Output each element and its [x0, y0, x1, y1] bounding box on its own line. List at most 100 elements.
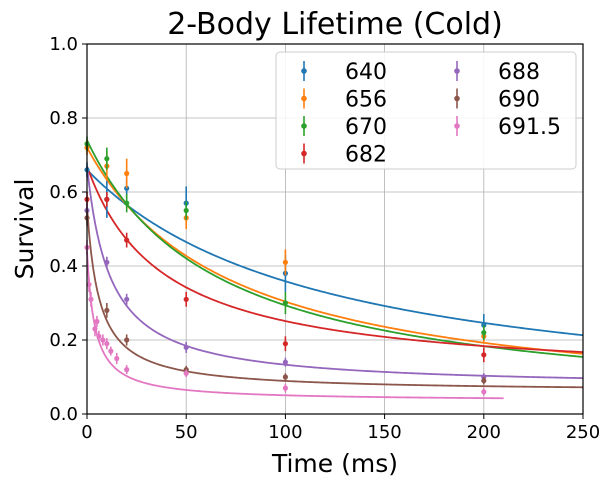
data-point-691.5	[94, 315, 100, 328]
marker	[282, 300, 288, 306]
marker	[282, 259, 288, 265]
legend-entry-691.5: 691.5	[454, 115, 561, 140]
legend-label: 691.5	[498, 115, 561, 140]
fit-curve-682	[86, 165, 584, 353]
legend-entry-682: 682	[301, 143, 387, 168]
y-tick-label: 0.6	[49, 182, 78, 203]
marker	[282, 374, 288, 380]
y-tick-label: 0.0	[49, 404, 78, 425]
fit-curve-691.5	[86, 251, 504, 400]
x-tick-label: 50	[175, 422, 198, 443]
data-point-690	[104, 303, 110, 318]
marker	[183, 296, 189, 302]
legend-entry-690: 690	[454, 88, 540, 113]
marker	[481, 330, 487, 336]
data-point-682	[124, 232, 130, 248]
data-point-691.5	[86, 277, 92, 292]
data-point-688	[282, 357, 288, 367]
marker	[104, 196, 110, 202]
fit-curve-670	[86, 139, 584, 358]
fit-curve-688	[86, 165, 584, 380]
data-point-691.5	[282, 383, 288, 393]
legend-label: 656	[345, 88, 387, 113]
marker	[124, 200, 130, 206]
marker	[282, 359, 288, 365]
data-point-691.5	[114, 352, 120, 365]
marker	[481, 378, 487, 384]
legend-entry-656: 656	[301, 88, 387, 113]
data-point-691.5	[96, 330, 102, 342]
fit-curves	[86, 139, 584, 400]
marker	[183, 207, 189, 214]
legend-box	[275, 51, 577, 170]
data-point-670	[124, 193, 130, 213]
marker	[124, 367, 130, 373]
legend-label: 640	[345, 60, 387, 85]
data-point-688	[183, 341, 189, 353]
marker	[108, 348, 114, 354]
data-point-690	[282, 373, 288, 381]
marker	[88, 296, 94, 302]
marker	[86, 281, 92, 288]
x-tick-label: 0	[81, 422, 92, 443]
data-point-691.5	[108, 346, 114, 356]
marker	[104, 259, 110, 265]
data-point-670	[183, 201, 189, 220]
x-axis-title: Time (ms)	[271, 449, 398, 478]
marker	[124, 237, 130, 243]
data-point-656	[282, 249, 288, 276]
data-point-682	[183, 291, 189, 307]
data-point-688	[104, 256, 110, 268]
marker	[282, 385, 288, 391]
chart-title: 2-Body Lifetime (Cold)	[167, 7, 503, 42]
legend-label: 688	[498, 60, 540, 85]
marker	[183, 370, 189, 376]
data-point-656	[124, 158, 130, 189]
marker	[124, 170, 130, 177]
fit-curve-640	[86, 169, 584, 337]
axis-ticks: 0 50 100 150 200 250 0.0 0.2 0.4 0.6 0.8 1.0	[49, 34, 600, 443]
marker	[282, 341, 288, 347]
fit-curve-690	[86, 206, 584, 389]
data-point-690	[124, 334, 130, 346]
data-point-682	[282, 336, 288, 352]
data-points	[84, 136, 487, 396]
data-point-670	[481, 325, 487, 340]
data-point-691.5	[104, 338, 110, 350]
marker	[114, 355, 120, 362]
fit-curve-656	[86, 147, 584, 355]
marker	[481, 389, 487, 395]
legend-handle-marker	[301, 95, 307, 102]
legend-label: 670	[345, 115, 387, 140]
legend-entry-688: 688	[454, 60, 540, 85]
plot-frame	[86, 43, 584, 415]
data-point-691.5	[481, 388, 487, 396]
marker	[104, 341, 110, 347]
data-point-682	[481, 347, 487, 363]
marker	[481, 352, 487, 358]
data-point-690	[481, 377, 487, 385]
marker	[104, 307, 110, 313]
marker	[104, 156, 110, 162]
y-tick-label: 0.4	[49, 256, 78, 277]
marker	[124, 337, 130, 343]
marker	[92, 326, 98, 332]
marker	[100, 337, 106, 343]
marker	[183, 344, 189, 350]
legend-entry-640: 640	[301, 60, 387, 85]
legend-label: 690	[498, 88, 540, 113]
y-tick-label: 0.8	[49, 108, 78, 129]
x-tick-label: 100	[268, 422, 302, 443]
data-point-688	[124, 293, 130, 305]
data-point-670	[104, 147, 110, 170]
y-tick-label: 1.0	[49, 34, 78, 55]
legend-handle-marker	[454, 123, 460, 129]
y-axis-title: Survival	[10, 179, 39, 280]
legend-handle-marker	[454, 95, 460, 102]
data-point-691.5	[100, 334, 106, 346]
y-tick-label: 0.2	[49, 330, 78, 351]
data-point-691.5	[92, 321, 98, 337]
legend-entry-670: 670	[301, 115, 387, 140]
